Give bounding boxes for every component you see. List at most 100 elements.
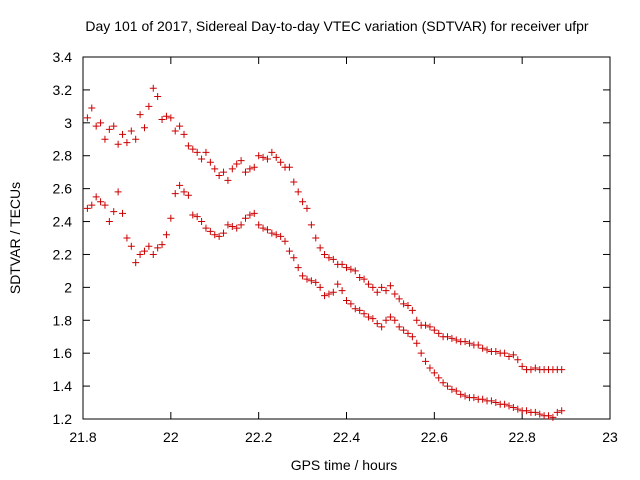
data-point-upper xyxy=(492,348,500,356)
data-point-lower xyxy=(88,201,96,209)
data-point-lower xyxy=(136,250,144,258)
data-point-upper xyxy=(479,344,487,352)
data-point-upper xyxy=(364,280,372,288)
data-point-upper xyxy=(83,114,91,122)
data-point-upper xyxy=(395,295,403,303)
y-tick-label: 2.6 xyxy=(53,181,73,197)
data-point-lower xyxy=(294,264,302,272)
chart-title: Day 101 of 2017, Sidereal Day-to-day VTE… xyxy=(85,18,589,34)
data-point-lower xyxy=(268,229,276,237)
data-point-upper xyxy=(343,264,350,272)
data-point-upper xyxy=(215,171,223,179)
x-tick-labels: 21.8 22 22.2 22.4 22.6 22.8 23 xyxy=(69,429,618,445)
data-point-upper xyxy=(241,168,249,176)
data-point-upper xyxy=(325,254,333,262)
data-point-lower xyxy=(189,211,197,219)
data-point-upper xyxy=(483,346,491,354)
y-tick-label: 2 xyxy=(64,279,72,295)
data-point-upper xyxy=(167,114,175,122)
data-point-upper xyxy=(351,267,359,275)
data-point-upper xyxy=(465,339,473,347)
data-point-upper xyxy=(101,135,109,143)
data-point-upper xyxy=(228,165,236,173)
data-point-lower xyxy=(211,231,219,239)
data-point-lower xyxy=(364,313,372,321)
y-axis-label: SDTVAR / TECUs xyxy=(7,182,23,294)
data-point-lower xyxy=(487,397,495,405)
data-point-lower xyxy=(448,385,456,393)
data-point-upper xyxy=(356,273,364,281)
data-point-upper xyxy=(97,119,105,127)
data-point-upper xyxy=(237,157,245,165)
x-tick-label: 22.6 xyxy=(421,429,448,445)
data-point-lower xyxy=(422,357,430,365)
data-point-lower xyxy=(281,237,289,245)
data-point-lower xyxy=(224,221,232,229)
data-point-upper xyxy=(391,290,399,298)
data-point-lower xyxy=(312,278,320,286)
data-point-lower xyxy=(83,204,91,212)
data-point-upper xyxy=(369,283,377,291)
data-point-lower xyxy=(470,394,478,402)
data-point-lower xyxy=(316,283,324,291)
y-tick-label: 2.4 xyxy=(53,214,73,230)
data-point-upper xyxy=(193,148,201,156)
data-point-lower xyxy=(373,320,381,328)
y-tick-label: 3 xyxy=(64,115,72,131)
data-point-upper xyxy=(149,84,157,92)
data-point-lower xyxy=(360,310,368,318)
data-point-upper xyxy=(123,139,131,147)
data-point-lower xyxy=(233,224,241,232)
data-point-upper xyxy=(558,366,566,374)
data-point-upper xyxy=(154,92,162,100)
data-point-lower xyxy=(110,208,118,216)
data-point-lower xyxy=(105,218,113,226)
data-point-lower xyxy=(338,287,346,295)
data-point-lower xyxy=(92,193,100,201)
data-point-upper xyxy=(114,140,122,148)
y-tick-label: 3.4 xyxy=(53,49,73,65)
y-tick-label: 1.6 xyxy=(53,345,73,361)
data-point-upper xyxy=(277,158,285,166)
data-point-lower xyxy=(180,188,188,196)
data-point-upper xyxy=(250,163,258,171)
data-point-upper xyxy=(413,316,421,324)
data-point-lower xyxy=(237,221,245,229)
data-point-lower xyxy=(259,224,267,232)
data-point-upper xyxy=(290,178,298,186)
data-point-upper xyxy=(435,329,443,337)
data-point-upper xyxy=(404,301,412,309)
data-point-upper xyxy=(162,112,170,120)
data-point-upper xyxy=(198,155,206,163)
data-point-lower xyxy=(514,405,522,413)
data-point-upper xyxy=(312,234,320,242)
data-point-upper xyxy=(88,104,96,112)
data-point-upper xyxy=(127,127,135,135)
data-point-lower xyxy=(426,364,434,372)
data-point-lower xyxy=(404,329,412,337)
data-point-upper xyxy=(140,124,148,132)
data-point-upper xyxy=(347,265,355,273)
data-point-upper xyxy=(105,125,113,133)
y-tick-label: 1.2 xyxy=(53,411,73,427)
data-point-upper xyxy=(255,152,263,160)
data-point-lower xyxy=(149,250,157,258)
data-point-upper xyxy=(299,198,307,206)
y-tick-label: 1.8 xyxy=(53,312,73,328)
data-point-lower xyxy=(382,316,390,324)
data-point-lower xyxy=(479,395,487,403)
data-point-lower xyxy=(145,242,153,250)
data-point-upper xyxy=(202,148,210,156)
data-point-lower xyxy=(334,280,342,288)
data-point-lower xyxy=(430,369,438,377)
y-tick-labels: 1.2 1.4 1.6 1.8 2 2.2 2.4 2.6 2.8 3 3.2 3.4 xyxy=(53,49,73,427)
x-tick-label: 22.4 xyxy=(333,429,360,445)
data-point-upper xyxy=(294,188,302,196)
data-point-upper xyxy=(400,300,408,308)
data-point-lower xyxy=(215,232,223,240)
data-point-lower xyxy=(158,241,166,249)
data-point-lower xyxy=(193,213,201,221)
data-point-lower xyxy=(391,316,399,324)
data-point-upper xyxy=(233,160,241,168)
